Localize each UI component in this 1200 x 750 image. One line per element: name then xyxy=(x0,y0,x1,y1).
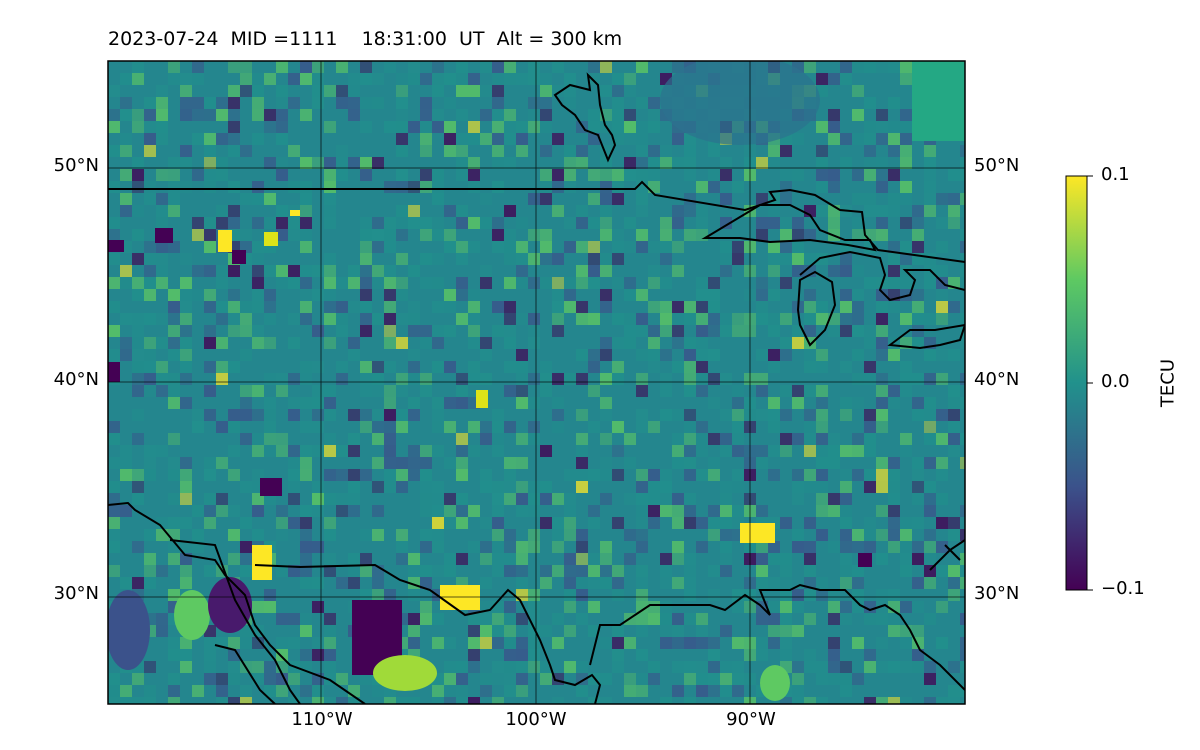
tec-anomalies xyxy=(108,61,965,701)
colorbar xyxy=(1065,175,1088,591)
tec-noise-pixels xyxy=(108,61,965,704)
lat-label-left-50: 50°N xyxy=(53,155,99,176)
lon-label-100w: 100°W xyxy=(505,709,567,730)
lat-label-left-30: 30°N xyxy=(53,583,99,604)
lon-label-90w: 90°W xyxy=(726,709,776,730)
lat-label-right-40: 40°N xyxy=(974,369,1020,390)
colorbar-ticks xyxy=(1087,175,1093,591)
lat-label-right-30: 30°N xyxy=(974,583,1020,604)
colorbar-tick-zero: 0.0 xyxy=(1101,371,1130,392)
lat-label-left-40: 40°N xyxy=(53,369,99,390)
map-frame xyxy=(107,60,966,705)
colorbar-tick-max: 0.1 xyxy=(1101,164,1130,185)
colorbar-title: TECU xyxy=(1157,358,1179,408)
map-title: 2023-07-24 MID =1111 18:31:00 UT Alt = 3… xyxy=(108,28,623,50)
gridlines xyxy=(108,61,965,704)
colorbar-tick-min: −0.1 xyxy=(1101,578,1145,599)
coastlines-borders xyxy=(108,72,965,704)
lon-label-110w: 110°W xyxy=(291,709,353,730)
lat-label-right-50: 50°N xyxy=(974,155,1020,176)
